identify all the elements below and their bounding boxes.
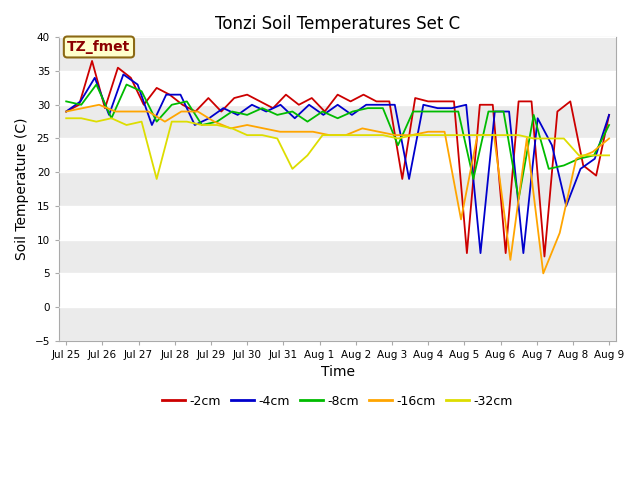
Bar xyxy=(59,172,616,206)
Legend: -2cm, -4cm, -8cm, -16cm, -32cm: -2cm, -4cm, -8cm, -16cm, -32cm xyxy=(157,390,518,412)
Y-axis label: Soil Temperature (C): Soil Temperature (C) xyxy=(15,118,29,260)
Bar xyxy=(59,240,616,274)
Bar xyxy=(59,206,616,240)
Bar xyxy=(59,37,616,71)
Bar xyxy=(59,139,616,172)
X-axis label: Time: Time xyxy=(321,365,355,379)
Bar xyxy=(59,105,616,139)
Bar xyxy=(59,71,616,105)
Title: Tonzi Soil Temperatures Set C: Tonzi Soil Temperatures Set C xyxy=(215,15,460,33)
Bar xyxy=(59,307,616,341)
Bar xyxy=(59,274,616,307)
Text: TZ_fmet: TZ_fmet xyxy=(67,40,131,54)
